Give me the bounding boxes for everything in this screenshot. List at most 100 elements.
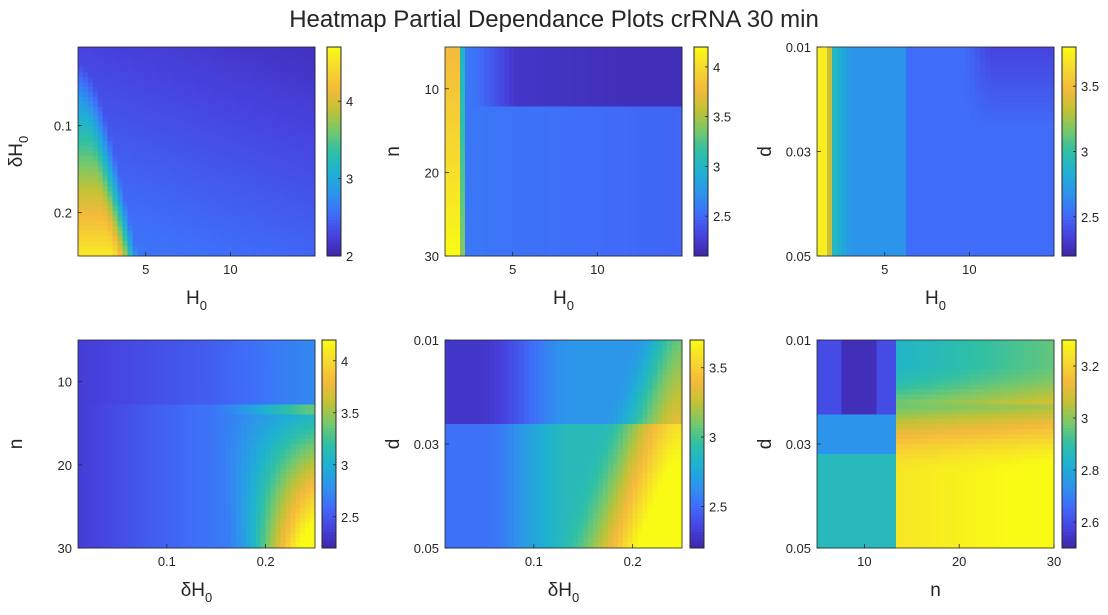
- heatmap-cell: [305, 201, 311, 207]
- heatmap-cell: [504, 66, 510, 73]
- heatmap-cell: [593, 66, 599, 73]
- heatmap-cell: [866, 121, 872, 128]
- heatmap-cell: [122, 176, 128, 182]
- heatmap-cell: [117, 51, 124, 58]
- heatmap-cell: [622, 196, 629, 202]
- heatmap-cell: [445, 151, 451, 158]
- heatmap-cell: [588, 161, 594, 168]
- heatmap-cell: [196, 126, 203, 133]
- heatmap-cell: [152, 221, 158, 227]
- heatmap-cell: [161, 206, 168, 212]
- heatmap-cell: [593, 141, 599, 148]
- heatmap-cell: [216, 191, 222, 197]
- heatmap-cell: [245, 156, 252, 163]
- heatmap-cell: [593, 146, 599, 153]
- heatmap-cell: [831, 126, 838, 133]
- heatmap-cell: [260, 241, 267, 247]
- heatmap-cell: [598, 161, 604, 168]
- heatmap-cell: [270, 181, 277, 187]
- heatmap-cell: [955, 81, 961, 88]
- heatmap-cell: [92, 131, 99, 138]
- colorbar-segment: [694, 122, 708, 126]
- heatmap-cell: [484, 156, 491, 163]
- heatmap-cell: [920, 96, 927, 103]
- heatmap-cell: [107, 141, 114, 148]
- heatmap-cell: [607, 116, 614, 123]
- heatmap-cell: [504, 116, 510, 123]
- heatmap-cell: [201, 71, 207, 78]
- heatmap-cell: [593, 246, 599, 252]
- heatmap-cell: [454, 56, 461, 63]
- heatmap-cell: [211, 111, 217, 118]
- heatmap-cell: [836, 61, 843, 68]
- colorbar-segment: [694, 69, 708, 74]
- heatmap-cell: [519, 66, 525, 73]
- heatmap-cell: [603, 171, 609, 177]
- heatmap-cell: [142, 151, 148, 158]
- heatmap-cell: [206, 211, 212, 217]
- heatmap-cell: [955, 116, 961, 123]
- heatmap-cell: [940, 96, 946, 103]
- heatmap-cell: [206, 146, 212, 153]
- heatmap-cell: [553, 206, 560, 212]
- heatmap-cell: [147, 236, 153, 242]
- heatmap-cell: [290, 51, 296, 58]
- heatmap-cell: [474, 136, 481, 143]
- heatmap-cell: [851, 106, 858, 113]
- heatmap-cell: [206, 121, 212, 128]
- heatmap-cell: [622, 186, 629, 192]
- heatmap-cell: [221, 216, 227, 222]
- heatmap-cell: [583, 186, 589, 192]
- heatmap-cell: [662, 241, 668, 247]
- heatmap-cell: [176, 131, 183, 138]
- heatmap-cell: [454, 121, 461, 128]
- heatmap-cell: [652, 66, 658, 73]
- heatmap-cell: [107, 66, 114, 73]
- heatmap-cell: [558, 56, 565, 63]
- heatmap-cell: [612, 241, 619, 247]
- heatmap-cell: [171, 86, 178, 93]
- heatmap-cell: [548, 136, 555, 143]
- heatmap-cell: [652, 216, 658, 222]
- heatmap-cell: [642, 156, 649, 163]
- heatmap-cell: [171, 47, 178, 53]
- heatmap-cell: [147, 66, 153, 73]
- heatmap-cell: [524, 176, 530, 182]
- heatmap-cell: [514, 146, 520, 153]
- y-axis-label: δH0: [6, 136, 31, 168]
- heatmap-cell: [449, 126, 456, 133]
- heatmap-cell: [677, 151, 683, 158]
- colorbar-segment: [694, 128, 708, 133]
- heatmap-cell: [637, 86, 644, 93]
- colorbar-segment: [327, 66, 341, 71]
- heatmap-cell: [861, 86, 867, 93]
- heatmap-cell: [667, 206, 673, 212]
- heatmap-cell: [637, 47, 644, 53]
- heatmap-cell: [533, 196, 540, 202]
- heatmap-cell: [161, 71, 168, 78]
- heatmap-cell: [607, 211, 614, 217]
- heatmap-cell: [449, 131, 456, 138]
- heatmap-cell: [112, 141, 119, 148]
- heatmap-cell: [672, 106, 678, 113]
- heatmap-cell: [598, 196, 604, 202]
- heatmap-cell: [300, 191, 306, 197]
- heatmap-cell: [509, 116, 515, 123]
- heatmap-cell: [270, 231, 277, 237]
- heatmap-cell: [667, 126, 673, 133]
- heatmap-cell: [519, 216, 525, 222]
- heatmap-cell: [528, 126, 535, 133]
- heatmap-cell: [494, 191, 500, 197]
- heatmap-cell: [504, 106, 510, 113]
- heatmap-cell: [677, 66, 683, 73]
- heatmap-cell: [132, 246, 138, 252]
- heatmap-cell: [1044, 51, 1050, 58]
- heatmap-cell: [260, 86, 267, 93]
- heatmap-cell: [856, 81, 863, 88]
- heatmap-cell: [191, 181, 198, 187]
- heatmap-cell: [994, 76, 1001, 83]
- heatmap-cell: [538, 236, 545, 242]
- heatmap-cell: [464, 231, 471, 237]
- heatmap-cell: [568, 171, 574, 177]
- heatmap-cell: [454, 246, 461, 252]
